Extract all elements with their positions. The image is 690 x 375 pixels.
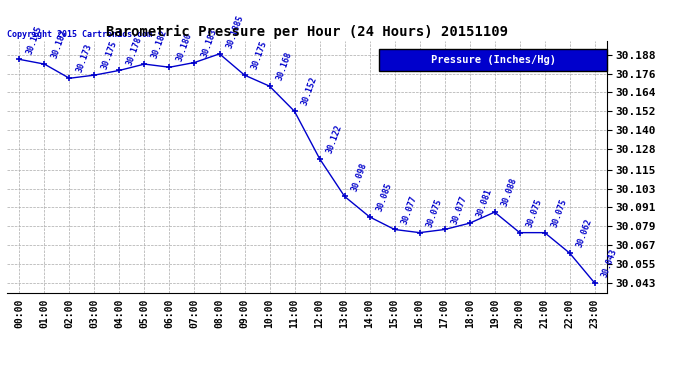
Text: 30.062: 30.062	[575, 217, 594, 249]
Text: 30.098: 30.098	[350, 161, 369, 192]
Text: 30.077: 30.077	[400, 194, 419, 225]
Text: 30.152: 30.152	[300, 76, 319, 107]
Text: 30.180: 30.180	[175, 32, 194, 63]
Text: 30.175: 30.175	[250, 40, 269, 71]
Text: 30.075: 30.075	[525, 197, 544, 228]
Text: 30.178: 30.178	[125, 35, 144, 66]
Text: 30.085: 30.085	[375, 182, 394, 213]
Text: 30.175: 30.175	[100, 40, 119, 71]
Title: Barometric Pressure per Hour (24 Hours) 20151109: Barometric Pressure per Hour (24 Hours) …	[106, 24, 508, 39]
Text: 30.122: 30.122	[325, 123, 344, 154]
Text: Pressure (Inches/Hg): Pressure (Inches/Hg)	[431, 55, 555, 65]
Text: Copyright 2015 Cartronics.com: Copyright 2015 Cartronics.com	[7, 30, 152, 39]
Text: 30.185: 30.185	[25, 24, 43, 55]
Text: 30.081: 30.081	[475, 188, 494, 219]
Text: 30.077: 30.077	[450, 194, 469, 225]
Text: 30.1885: 30.1885	[225, 14, 246, 50]
FancyBboxPatch shape	[379, 49, 607, 71]
Text: 30.182: 30.182	[50, 28, 69, 60]
Text: 30.183: 30.183	[200, 27, 219, 58]
Text: 30.168: 30.168	[275, 51, 294, 82]
Text: 30.182: 30.182	[150, 28, 169, 60]
Text: 30.075: 30.075	[550, 197, 569, 228]
Text: 30.075: 30.075	[425, 197, 444, 228]
Text: 30.043: 30.043	[600, 248, 619, 279]
Text: 30.173: 30.173	[75, 43, 94, 74]
Text: 30.088: 30.088	[500, 177, 519, 208]
